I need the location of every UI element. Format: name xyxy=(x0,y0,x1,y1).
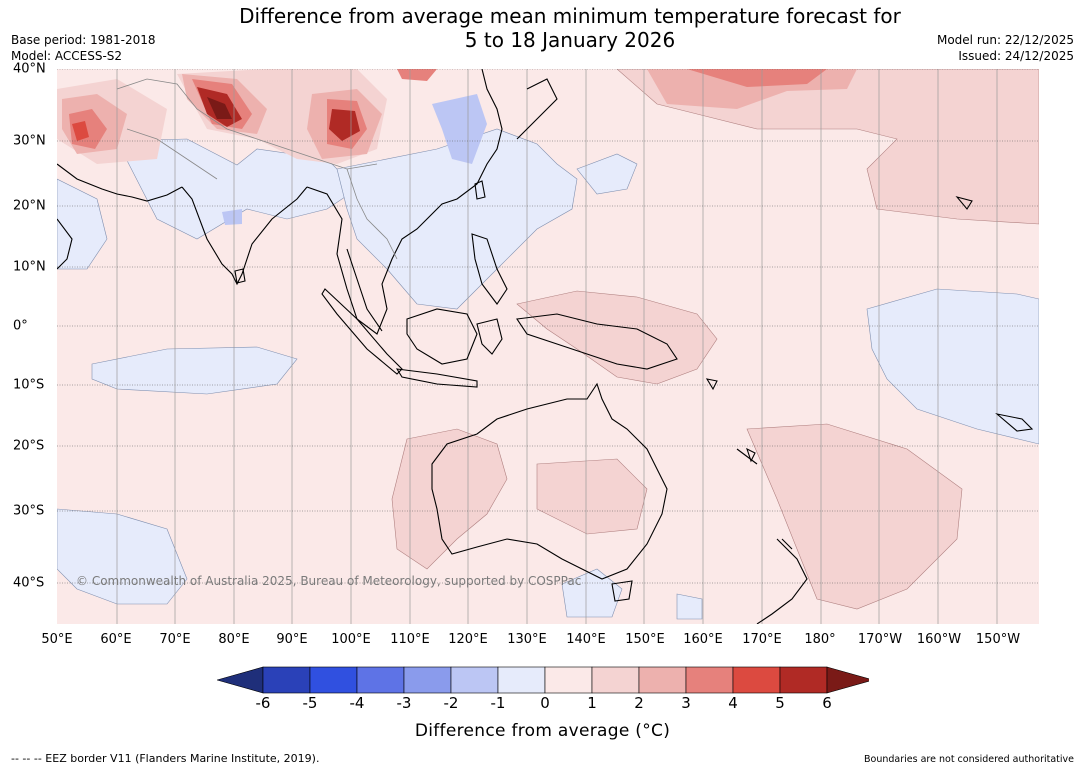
title-line-2: 5 to 18 January 2026 xyxy=(464,28,676,52)
latitude-label: 30°N xyxy=(13,133,46,149)
longitude-label: 150°E xyxy=(625,632,665,647)
colorbar-tick: -4 xyxy=(349,694,365,712)
country-borders xyxy=(116,78,398,260)
colorbar-label: Difference from average (°C) xyxy=(414,721,671,741)
longitude-label: 160°W xyxy=(916,632,962,647)
colorbar-tick: -2 xyxy=(443,694,459,712)
colorbar-tick: -5 xyxy=(302,694,318,712)
colorbar-cell xyxy=(262,666,311,694)
colorbar-tick: 2 xyxy=(634,694,644,712)
eez-note: -- -- -- EEZ border V11 (Flanders Marine… xyxy=(11,752,320,765)
latitude-label: 40°S xyxy=(13,575,45,591)
model-name: Model: ACCESS-S2 xyxy=(11,49,123,63)
longitude-label: 150°W xyxy=(975,632,1021,647)
issued-date: Issued: 24/12/2025 xyxy=(958,49,1074,63)
colorbar-cell xyxy=(732,666,781,694)
colorbar-cell xyxy=(450,666,499,694)
colorbar-tick: 5 xyxy=(775,694,785,712)
colorbar-cell xyxy=(356,666,405,694)
latitude-label: 40°N xyxy=(13,61,46,77)
colorbar-cell xyxy=(779,666,828,694)
anomaly-fill xyxy=(57,69,1039,620)
colorbar-tick: 0 xyxy=(540,694,550,712)
colorbar-cell xyxy=(591,666,640,694)
colorbar-cell xyxy=(638,666,687,694)
meta-left: Base period: 1981-2018 Model: ACCESS-S2 xyxy=(11,32,156,64)
meta-right: Model run: 22/12/2025 Issued: 24/12/2025 xyxy=(937,32,1074,64)
latitude-label: 30°S xyxy=(13,503,45,519)
base-period: Base period: 1981-2018 xyxy=(11,33,156,47)
latitude-label: 10°S xyxy=(13,377,45,393)
latitude-label: 10°N xyxy=(13,259,46,275)
longitude-label: 90°E xyxy=(276,632,308,647)
longitude-label: 170°W xyxy=(857,632,903,647)
copyright-text: © Commonwealth of Australia 2025, Bureau… xyxy=(76,574,582,588)
title-line-1: Difference from average mean minimum tem… xyxy=(239,4,901,28)
colorbar-cell xyxy=(497,666,546,694)
longitude-label: 80°E xyxy=(218,632,250,647)
colorbar xyxy=(217,666,869,694)
colorbar-tick: 1 xyxy=(587,694,597,712)
longitude-label: 50°E xyxy=(41,632,73,647)
colorbar-arrow-high xyxy=(826,666,869,694)
colorbar-cell xyxy=(403,666,452,694)
longitude-label: 60°E xyxy=(100,632,132,647)
latitude-label: 20°N xyxy=(13,198,46,214)
colorbar-tick: 4 xyxy=(728,694,738,712)
longitude-label: 120°E xyxy=(448,632,488,647)
longitude-label: 100°E xyxy=(331,632,371,647)
map-title: Difference from average mean minimum tem… xyxy=(0,4,1085,52)
colorbar-cell xyxy=(685,666,734,694)
graticule xyxy=(57,69,1039,624)
latitude-label: 20°S xyxy=(13,438,45,454)
colorbar-tick: -6 xyxy=(255,694,271,712)
model-run: Model run: 22/12/2025 xyxy=(936,33,1074,47)
longitude-label: 70°E xyxy=(159,632,191,647)
colorbar-cell xyxy=(309,666,358,694)
latitude-label: 0° xyxy=(13,318,28,334)
colorbar-tick: 6 xyxy=(822,694,832,712)
longitude-label: 130°E xyxy=(507,632,547,647)
colorbar-arrow-low xyxy=(217,666,264,694)
longitude-label: 140°E xyxy=(566,632,606,647)
coastlines xyxy=(57,69,1034,624)
colorbar-tick: 3 xyxy=(681,694,691,712)
longitude-label: 160°E xyxy=(683,632,723,647)
longitude-label: 170°E xyxy=(742,632,782,647)
colorbar-cell xyxy=(544,666,593,694)
colorbar-tick: -1 xyxy=(490,694,506,712)
colorbar-tick: -3 xyxy=(396,694,412,712)
forecast-map xyxy=(57,69,1039,624)
longitude-label: 180° xyxy=(804,632,836,647)
boundaries-disclaimer: Boundaries are not considered authoritat… xyxy=(864,754,1074,765)
longitude-label: 110°E xyxy=(390,632,430,647)
